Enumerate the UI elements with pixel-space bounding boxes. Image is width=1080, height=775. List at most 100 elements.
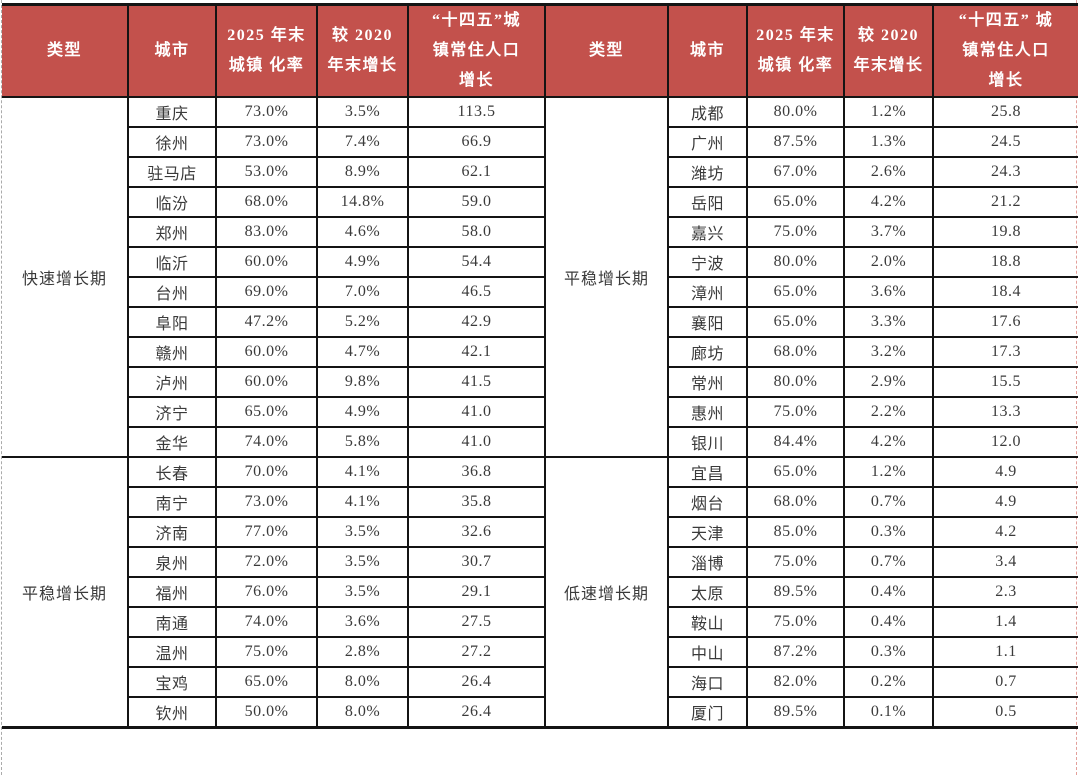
growth-rate-cell: 3.6% xyxy=(843,276,934,308)
population-growth-cell: 62.1 xyxy=(407,156,546,188)
population-growth-cell: 41.5 xyxy=(407,366,546,398)
population-growth-cell: 26.4 xyxy=(407,696,546,728)
city-cell: 驻马店 xyxy=(127,156,217,188)
population-growth-cell: 17.6 xyxy=(932,306,1078,338)
table-row: 郑州 83.0% 4.6% 58.0 嘉兴 75.0% 3.7% 19.8 xyxy=(2,216,1078,248)
growth-rate-cell: 0.7% xyxy=(843,486,934,518)
city-cell: 长春 xyxy=(127,456,217,488)
growth-rate-cell: 5.8% xyxy=(316,426,409,458)
growth-rate-cell: 4.2% xyxy=(843,426,934,458)
urbanization-rate-cell: 47.2% xyxy=(215,306,318,338)
table-row: 驻马店 53.0% 8.9% 62.1 潍坊 67.0% 2.6% 24.3 xyxy=(2,156,1078,188)
population-growth-cell: 46.5 xyxy=(407,276,546,308)
city-cell: 潍坊 xyxy=(667,156,748,188)
growth-rate-cell: 2.8% xyxy=(316,636,409,668)
category-cell-left: 平稳增长期 xyxy=(2,456,129,728)
city-cell: 临汾 xyxy=(127,186,217,218)
table-row: 宝鸡 65.0% 8.0% 26.4 海口 82.0% 0.2% 0.7 xyxy=(2,666,1078,698)
population-growth-cell: 1.4 xyxy=(932,606,1078,638)
city-cell: 徐州 xyxy=(127,126,217,158)
urbanization-rate-cell: 87.2% xyxy=(746,636,845,668)
growth-rate-cell: 3.3% xyxy=(843,306,934,338)
population-growth-cell: 41.0 xyxy=(407,426,546,458)
urbanization-rate-cell: 75.0% xyxy=(746,396,845,428)
population-growth-cell: 18.8 xyxy=(932,246,1078,278)
growth-rate-cell: 7.4% xyxy=(316,126,409,158)
city-cell: 南宁 xyxy=(127,486,217,518)
urbanization-rate-cell: 80.0% xyxy=(746,366,845,398)
growth-rate-cell: 2.0% xyxy=(843,246,934,278)
city-cell: 福州 xyxy=(127,576,217,608)
population-growth-cell: 24.5 xyxy=(932,126,1078,158)
urbanization-rate-cell: 73.0% xyxy=(215,96,318,128)
growth-rate-cell: 4.7% xyxy=(316,336,409,368)
population-growth-cell: 0.7 xyxy=(932,666,1078,698)
population-growth-cell: 54.4 xyxy=(407,246,546,278)
growth-rate-cell: 0.4% xyxy=(843,576,934,608)
city-cell: 宝鸡 xyxy=(127,666,217,698)
population-growth-cell: 2.3 xyxy=(932,576,1078,608)
city-cell: 济宁 xyxy=(127,396,217,428)
population-growth-cell: 15.5 xyxy=(932,366,1078,398)
population-growth-cell: 17.3 xyxy=(932,336,1078,368)
table-row: 泉州 72.0% 3.5% 30.7 淄博 75.0% 0.7% 3.4 xyxy=(2,546,1078,578)
urbanization-rate-cell: 60.0% xyxy=(215,246,318,278)
population-growth-cell: 13.3 xyxy=(932,396,1078,428)
table-row: 济南 77.0% 3.5% 32.6 天津 85.0% 0.3% 4.2 xyxy=(2,516,1078,548)
urbanization-rate-cell: 50.0% xyxy=(215,696,318,728)
growth-rate-cell: 8.0% xyxy=(316,666,409,698)
urbanization-rate-cell: 77.0% xyxy=(215,516,318,548)
growth-rate-cell: 4.9% xyxy=(316,246,409,278)
urbanization-rate-cell: 75.0% xyxy=(215,636,318,668)
table-row: 台州 69.0% 7.0% 46.5 漳州 65.0% 3.6% 18.4 xyxy=(2,276,1078,308)
urbanization-rate-cell: 53.0% xyxy=(215,156,318,188)
urbanization-rate-cell: 68.0% xyxy=(746,336,845,368)
population-growth-cell: 27.5 xyxy=(407,606,546,638)
urbanization-rate-cell: 68.0% xyxy=(746,486,845,518)
urbanization-rate-cell: 89.5% xyxy=(746,576,845,608)
urbanization-rate-cell: 65.0% xyxy=(215,666,318,698)
population-growth-cell: 35.8 xyxy=(407,486,546,518)
urbanization-rate-cell: 83.0% xyxy=(215,216,318,248)
header-row: 类型 城市 2025 年末 城镇 化率较 2020 年末增长 “十四五”城 镇常住人口… xyxy=(2,3,1078,98)
population-growth-cell: 25.8 xyxy=(932,96,1078,128)
column-header-type-left: 类型 xyxy=(2,3,129,98)
growth-rate-cell: 0.2% xyxy=(843,666,934,698)
city-cell: 赣州 xyxy=(127,336,217,368)
growth-rate-cell: 5.2% xyxy=(316,306,409,338)
growth-rate-cell: 9.8% xyxy=(316,366,409,398)
growth-rate-cell: 8.0% xyxy=(316,696,409,728)
growth-rate-cell: 14.8% xyxy=(316,186,409,218)
population-growth-cell: 36.8 xyxy=(407,456,546,488)
growth-rate-cell: 0.7% xyxy=(843,546,934,578)
population-growth-cell: 4.2 xyxy=(932,516,1078,548)
urbanization-rate-cell: 70.0% xyxy=(215,456,318,488)
growth-rate-cell: 4.9% xyxy=(316,396,409,428)
city-cell: 宁波 xyxy=(667,246,748,278)
population-growth-cell: 24.3 xyxy=(932,156,1078,188)
growth-rate-cell: 7.0% xyxy=(316,276,409,308)
city-cell: 银川 xyxy=(667,426,748,458)
urbanization-rate-cell: 89.5% xyxy=(746,696,845,728)
growth-rate-cell: 3.5% xyxy=(316,516,409,548)
growth-rate-cell: 3.6% xyxy=(316,606,409,638)
population-growth-cell: 18.4 xyxy=(932,276,1078,308)
growth-rate-cell: 1.2% xyxy=(843,456,934,488)
population-growth-cell: 4.9 xyxy=(932,486,1078,518)
city-cell: 岳阳 xyxy=(667,186,748,218)
growth-rate-cell: 0.1% xyxy=(843,696,934,728)
table-row: 泸州 60.0% 9.8% 41.5 常州 80.0% 2.9% 15.5 xyxy=(2,366,1078,398)
urbanization-rate-cell: 74.0% xyxy=(215,606,318,638)
table-row: 赣州 60.0% 4.7% 42.1 廊坊 68.0% 3.2% 17.3 xyxy=(2,336,1078,368)
table-row: 南通 74.0% 3.6% 27.5 鞍山 75.0% 0.4% 1.4 xyxy=(2,606,1078,638)
urbanization-rate-cell: 75.0% xyxy=(746,546,845,578)
growth-rate-cell: 4.6% xyxy=(316,216,409,248)
city-cell: 常州 xyxy=(667,366,748,398)
urbanization-rate-cell: 65.0% xyxy=(746,186,845,218)
population-growth-cell: 19.8 xyxy=(932,216,1078,248)
growth-rate-cell: 3.7% xyxy=(843,216,934,248)
table-body: 快速增长期 重庆 73.0% 3.5% 113.5 平稳增长期 成都 80.0% 1.2% 25.… xyxy=(2,96,1078,728)
category-cell-right: 低速增长期 xyxy=(544,456,669,728)
column-header-rate-2025-right: 2025 年末 城镇 化率 xyxy=(746,3,845,98)
growth-rate-cell: 3.5% xyxy=(316,546,409,578)
